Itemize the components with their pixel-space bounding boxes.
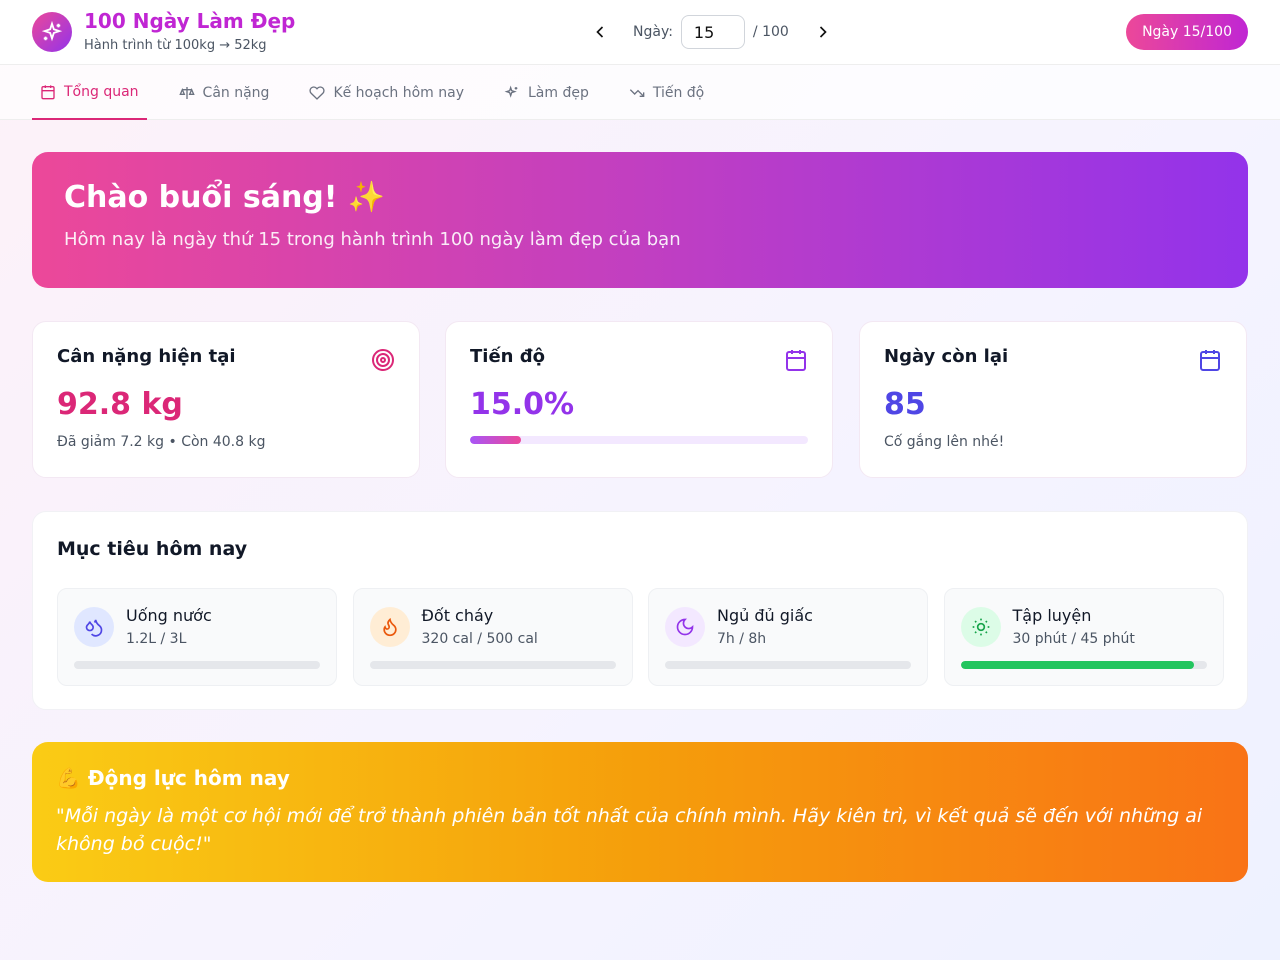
day-total: / 100 [752,24,789,40]
next-day[interactable] [813,22,833,42]
hero-subtitle: Hôm nay là ngày thứ 15 trong hành trình … [64,229,681,250]
stat-title: Tiến độ [470,346,545,367]
goal-track [369,661,616,669]
goal-detail: 1.2L / 3L [126,631,187,647]
goal-item: Tập luyện 30 phút / 45 phút [943,588,1224,686]
goal-detail: 7h / 8h [717,631,767,647]
goal-track [665,661,911,669]
goal-icon [665,607,705,647]
goal-icon [960,607,1001,647]
tab-bar: Tổng quan Cân nặng Kế hoạch hôm nay Làm đẹp… [0,65,1280,120]
motivation-quote: "Mỗi ngày là một cơ hội mới để trở thành… [56,805,1203,855]
tab-label: Cân nặng [202,84,270,101]
progress-fill [470,436,521,444]
stat-card: Cân nặng hiện tại 92.8 kg Đã giảm 7.2 kg… [32,321,420,478]
goals-panel: Mục tiêu hôm nay Uống nước 1.2L / 3L Đốt c… [32,511,1248,710]
goals-title: Mục tiêu hôm nay [57,538,248,560]
goal-track [74,661,320,669]
day-label: Ngày: [633,24,673,40]
tab[interactable]: Kế hoạch hôm nay [301,65,472,120]
stat-value: 92.8 kg [57,387,183,422]
hero-title: Chào buổi sáng! ✨ [64,180,386,215]
tab[interactable]: Tiến độ [621,65,712,120]
tab[interactable]: Làm đẹp [496,65,597,120]
motivation-banner: 💪 Động lực hôm nay "Mỗi ngày là một cơ h… [32,742,1248,882]
goal-item: Uống nước 1.2L / 3L [57,588,337,686]
stat-card: Tiến độ 15.0% [445,321,833,478]
goal-detail: 320 cal / 500 cal [421,631,538,647]
stat-title: Ngày còn lại [884,346,1009,367]
day-badge: Ngày 15/100 [1126,14,1248,50]
goal-icon [369,607,410,647]
stat-value: 85 [884,387,926,422]
tab-label: Làm đẹp [527,84,589,101]
goal-item: Đốt cháy 320 cal / 500 cal [352,588,633,686]
goal-name: Đốt cháy [421,606,494,625]
goal-icon [74,607,114,647]
motivation-title: 💪 Động lực hôm nay [56,766,290,790]
stat-note: Cố gắng lên nhé! [884,434,1005,450]
prev-day[interactable] [590,22,610,42]
goal-name: Ngủ đủ giấc [717,606,813,625]
logo [32,12,72,52]
stat-title: Cân nặng hiện tại [57,346,236,367]
app-subtitle: Hành trình từ 100kg → 52kg [84,38,267,53]
progress-track [470,436,808,444]
day-input[interactable] [680,15,745,49]
hero-banner: Chào buổi sáng! ✨ Hôm nay là ngày thứ 15… [32,152,1248,288]
stat-note: Đã giảm 7.2 kg • Còn 40.8 kg [57,434,266,450]
goal-item: Ngủ đủ giấc 7h / 8h [648,588,928,686]
tab-label: Tổng quan [64,83,139,100]
goal-track [960,661,1207,669]
goal-name: Tập luyện [1012,606,1092,625]
goal-name: Uống nước [126,606,212,625]
goal-detail: 30 phút / 45 phút [1012,631,1135,647]
stat-value: 15.0% [470,387,575,422]
day-nav: Ngày: / 100 [590,15,833,49]
header: 100 Ngày Làm Đẹp Hành trình từ 100kg → 5… [0,0,1280,65]
tab-label: Kế hoạch hôm nay [333,84,464,101]
goal-fill [960,661,1195,669]
app-title: 100 Ngày Làm Đẹp [84,9,296,33]
stat-card: Ngày còn lại 85 Cố gắng lên nhé! [859,321,1247,478]
tab-label: Tiến độ [652,84,705,101]
tab[interactable]: Tổng quan [32,65,147,120]
tab[interactable]: Cân nặng [171,65,278,120]
